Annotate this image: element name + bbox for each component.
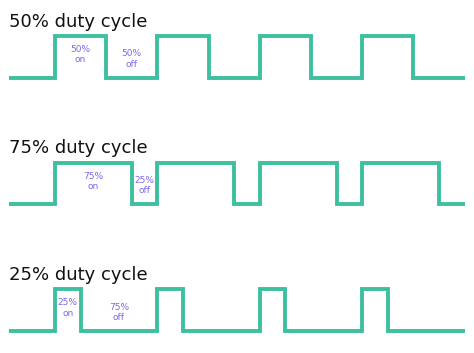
- Text: 50%
on: 50% on: [71, 45, 91, 64]
- Text: 75% duty cycle: 75% duty cycle: [9, 139, 148, 157]
- Text: 50%
off: 50% off: [122, 49, 142, 68]
- Text: 50% duty cycle: 50% duty cycle: [9, 13, 148, 31]
- Text: 25%
off: 25% off: [135, 176, 155, 195]
- Text: 75%
off: 75% off: [109, 303, 129, 322]
- Text: 75%
on: 75% on: [83, 172, 103, 191]
- Text: 25% duty cycle: 25% duty cycle: [9, 266, 148, 284]
- Text: 25%
on: 25% on: [58, 299, 78, 318]
